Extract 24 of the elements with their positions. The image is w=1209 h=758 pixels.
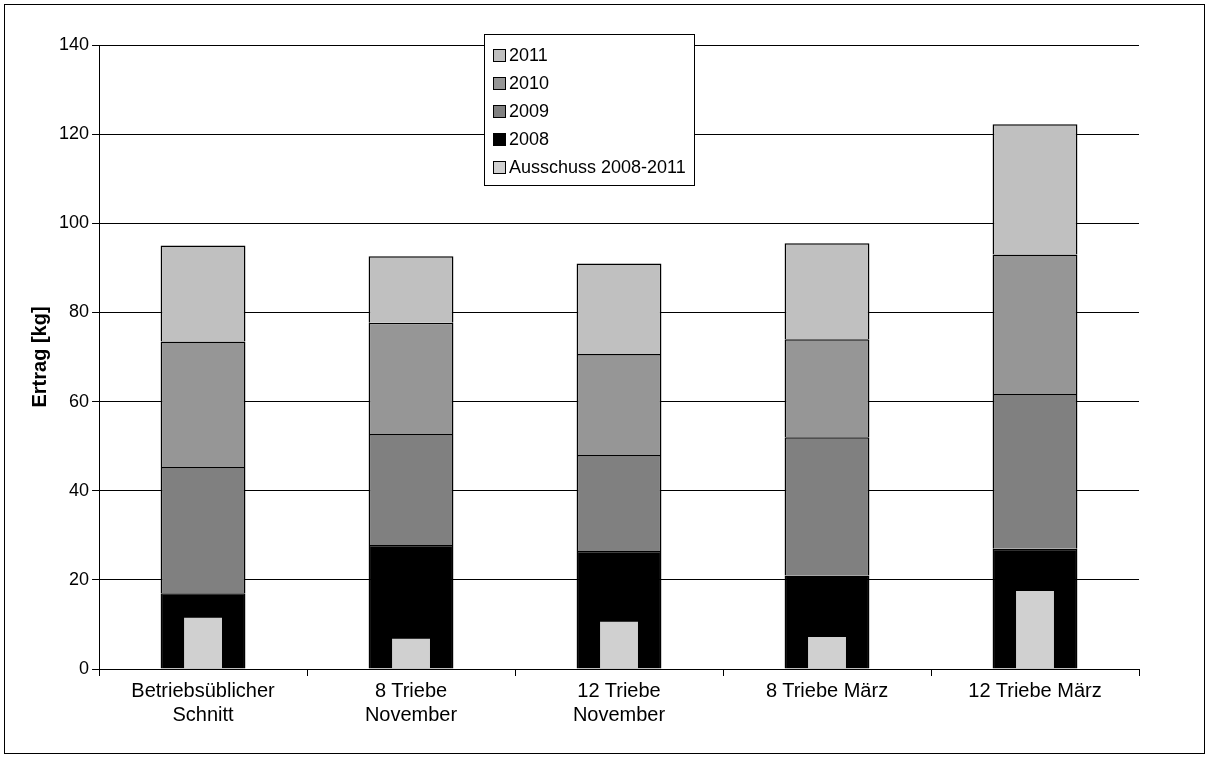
- legend-label: Ausschuss 2008-2011: [508, 155, 686, 179]
- x-tick-label: Betriebsüblicher Schnitt: [131, 678, 276, 725]
- y-tick-label: 80: [69, 301, 90, 322]
- bar: [1016, 591, 1054, 669]
- legend-label: 2008: [508, 127, 551, 151]
- bar: [184, 617, 222, 669]
- y-tick-label: 140: [58, 33, 90, 54]
- y-tick-label: 120: [58, 123, 90, 144]
- y-tick-label: 0: [79, 657, 90, 678]
- bar: [600, 621, 638, 669]
- y-tick-label: 20: [69, 568, 90, 589]
- legend-label: 2010: [508, 71, 551, 95]
- x-tick-label: 8 Triebe November: [364, 678, 458, 725]
- y-axis-title: Ertrag [kg]: [27, 306, 50, 408]
- x-tick-label: 8 Triebe März: [765, 678, 889, 701]
- x-tick-label: 12 Triebe März: [968, 678, 1102, 701]
- y-tick-label: 100: [58, 212, 90, 233]
- bar: [808, 636, 846, 669]
- x-tick-label: 12 Triebe November: [572, 678, 666, 725]
- bar: [392, 638, 430, 669]
- y-tick-label: 60: [69, 390, 90, 411]
- legend-label: 2009: [508, 99, 551, 123]
- y-tick-label: 40: [69, 479, 90, 500]
- legend-label: 2011: [508, 43, 549, 67]
